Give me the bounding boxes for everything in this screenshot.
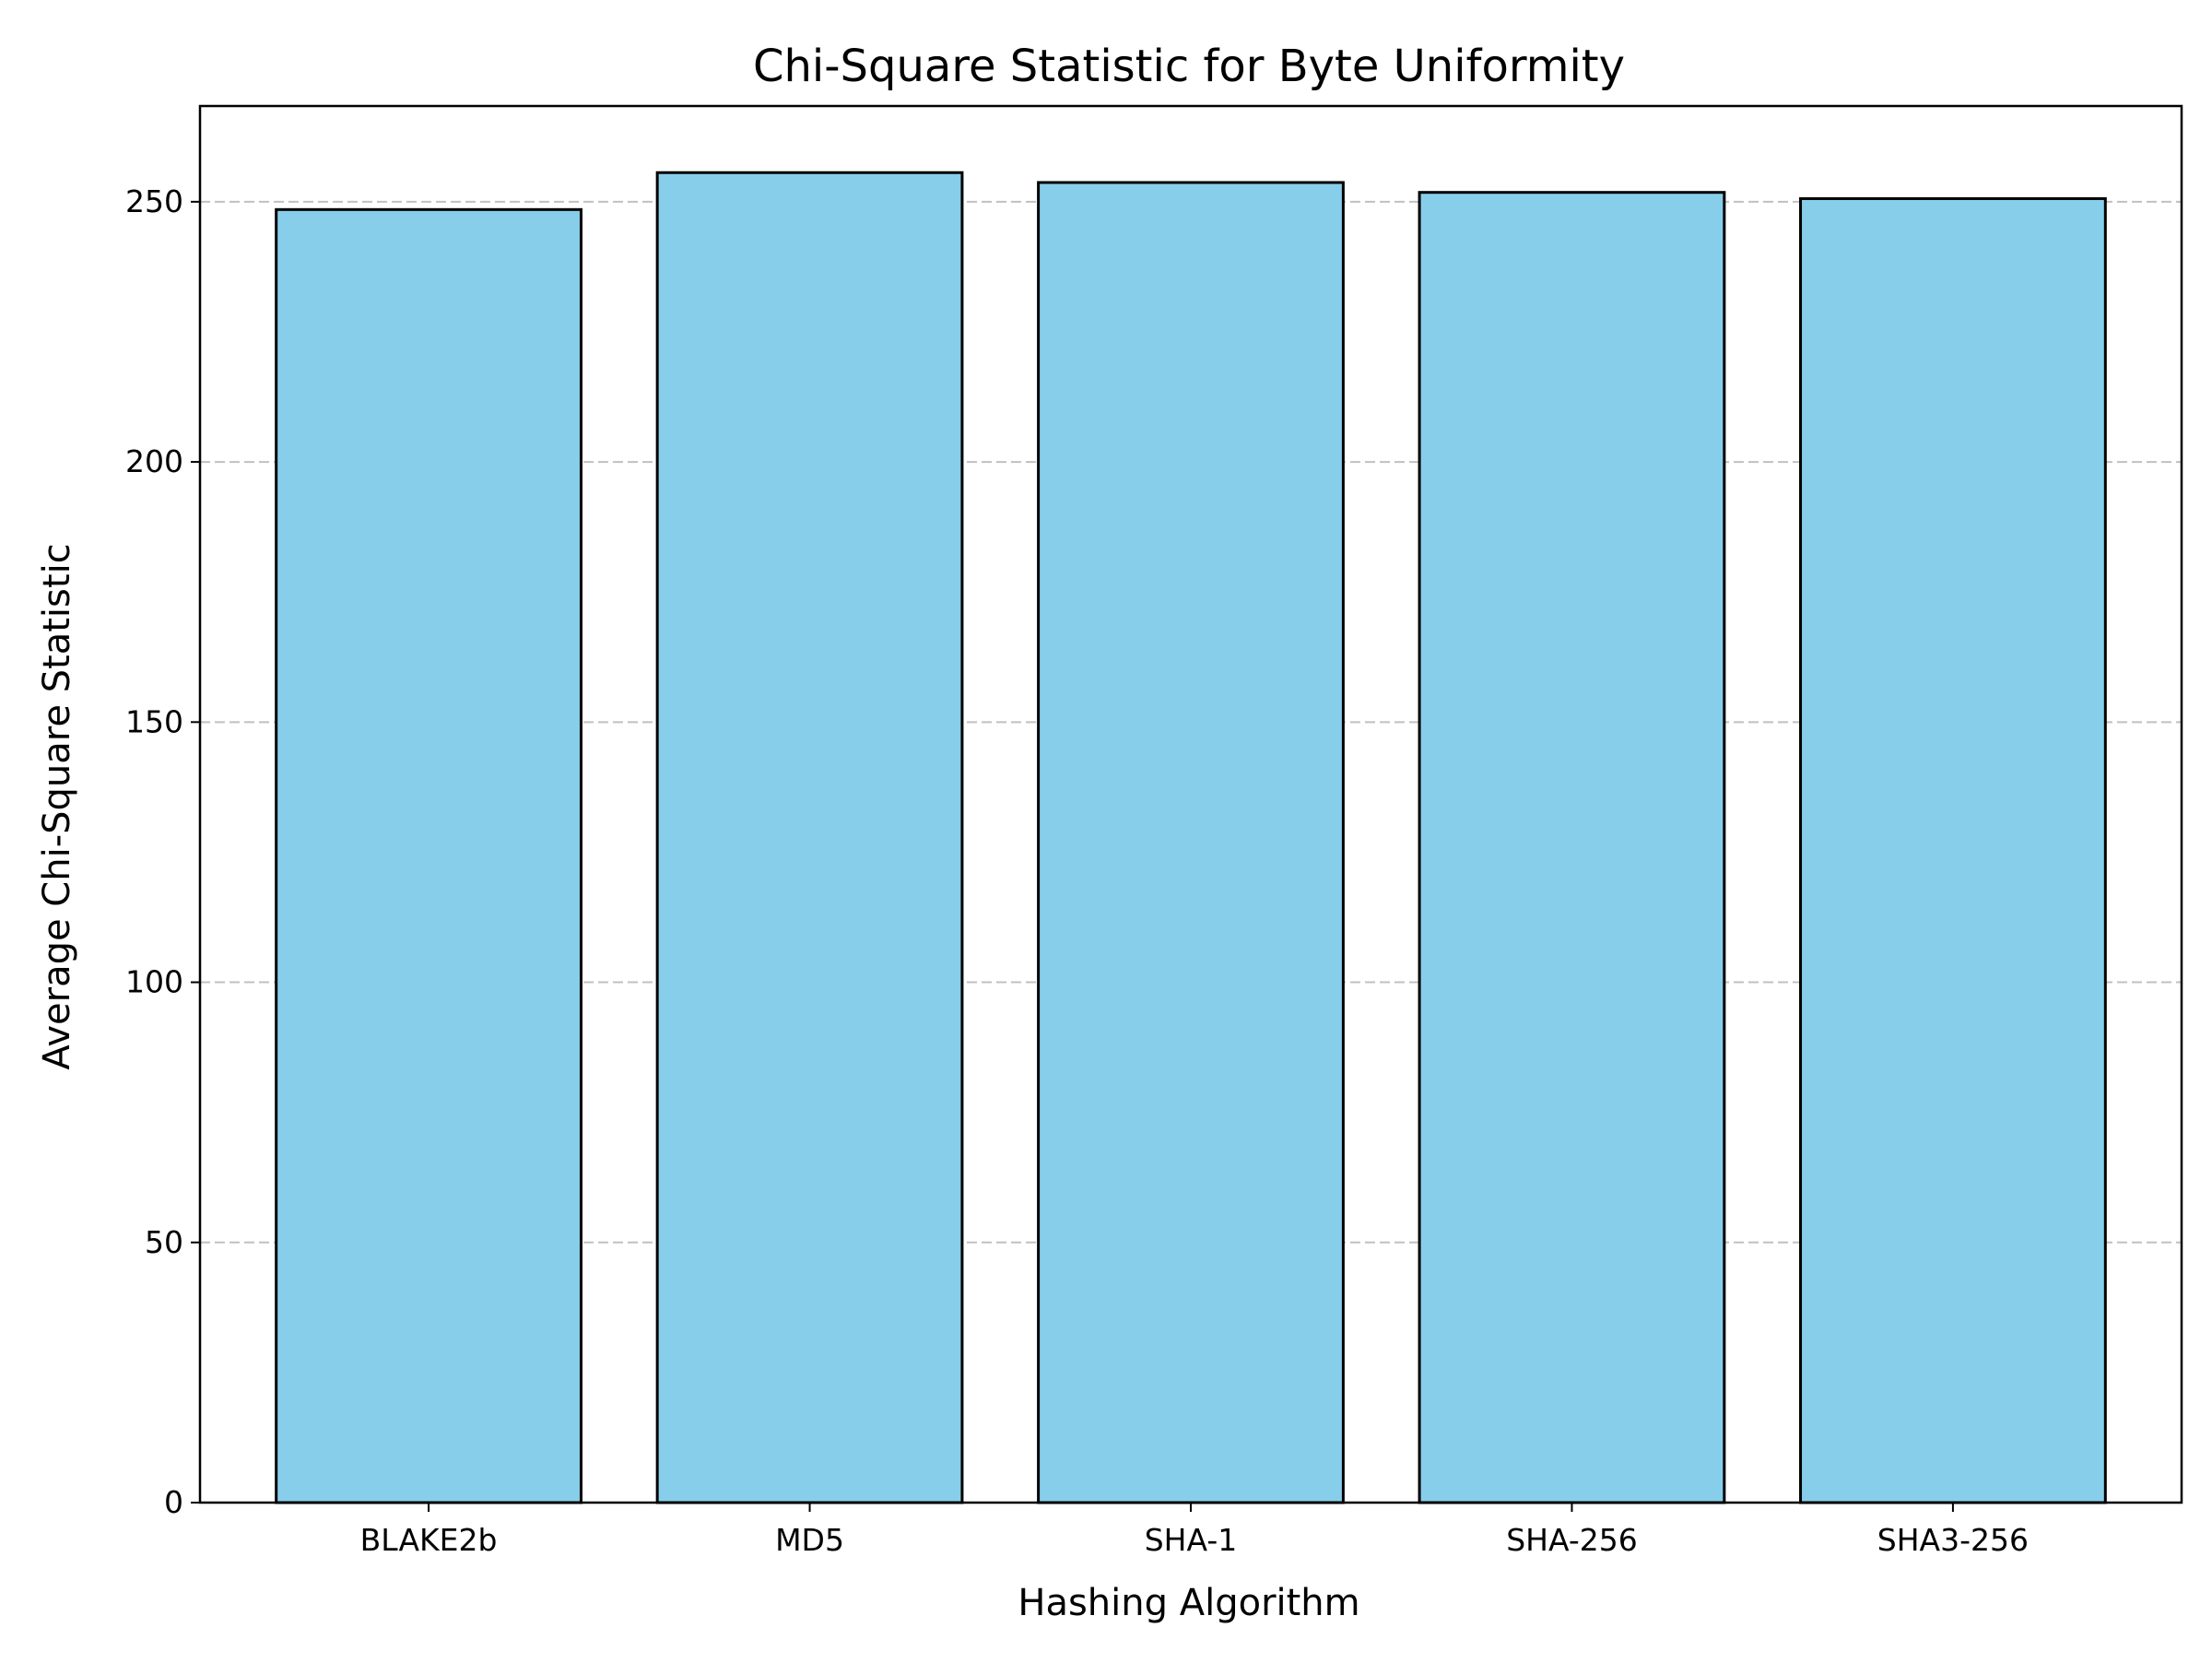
- chart-title: Chi-Square Statistic for Byte Uniformity: [753, 41, 1625, 92]
- bar-md5: [655, 171, 964, 1504]
- y-tick-label: 200: [125, 443, 183, 479]
- x-tick-label: SHA3-256: [1877, 1522, 2029, 1558]
- y-tick-label: 150: [125, 703, 183, 739]
- bar-sha-1: [1037, 181, 1345, 1504]
- bars: [275, 171, 2107, 1504]
- x-tick-label: SHA-256: [1506, 1522, 1638, 1558]
- y-tick-label: 100: [125, 964, 183, 1000]
- x-tick-label: MD5: [775, 1522, 844, 1558]
- y-axis-ticks: 0 50 100 150 200 250: [125, 183, 200, 1520]
- y-tick-label: 50: [145, 1224, 183, 1260]
- y-tick-label: 0: [164, 1484, 183, 1520]
- bar-sha3-256: [1799, 196, 2107, 1504]
- bar-blake2b: [275, 207, 582, 1504]
- y-tick-label: 250: [125, 183, 183, 219]
- x-tick-label: SHA-1: [1145, 1522, 1238, 1558]
- x-axis-label: Hashing Algorithm: [1018, 1582, 1359, 1624]
- x-axis-ticks: BLAKE2b MD5 SHA-1 SHA-256 SHA3-256: [360, 1503, 2029, 1558]
- bar-sha-256: [1418, 191, 1726, 1504]
- y-axis-label: Average Chi-Square Statistic: [36, 543, 78, 1069]
- x-tick-label: BLAKE2b: [360, 1522, 498, 1558]
